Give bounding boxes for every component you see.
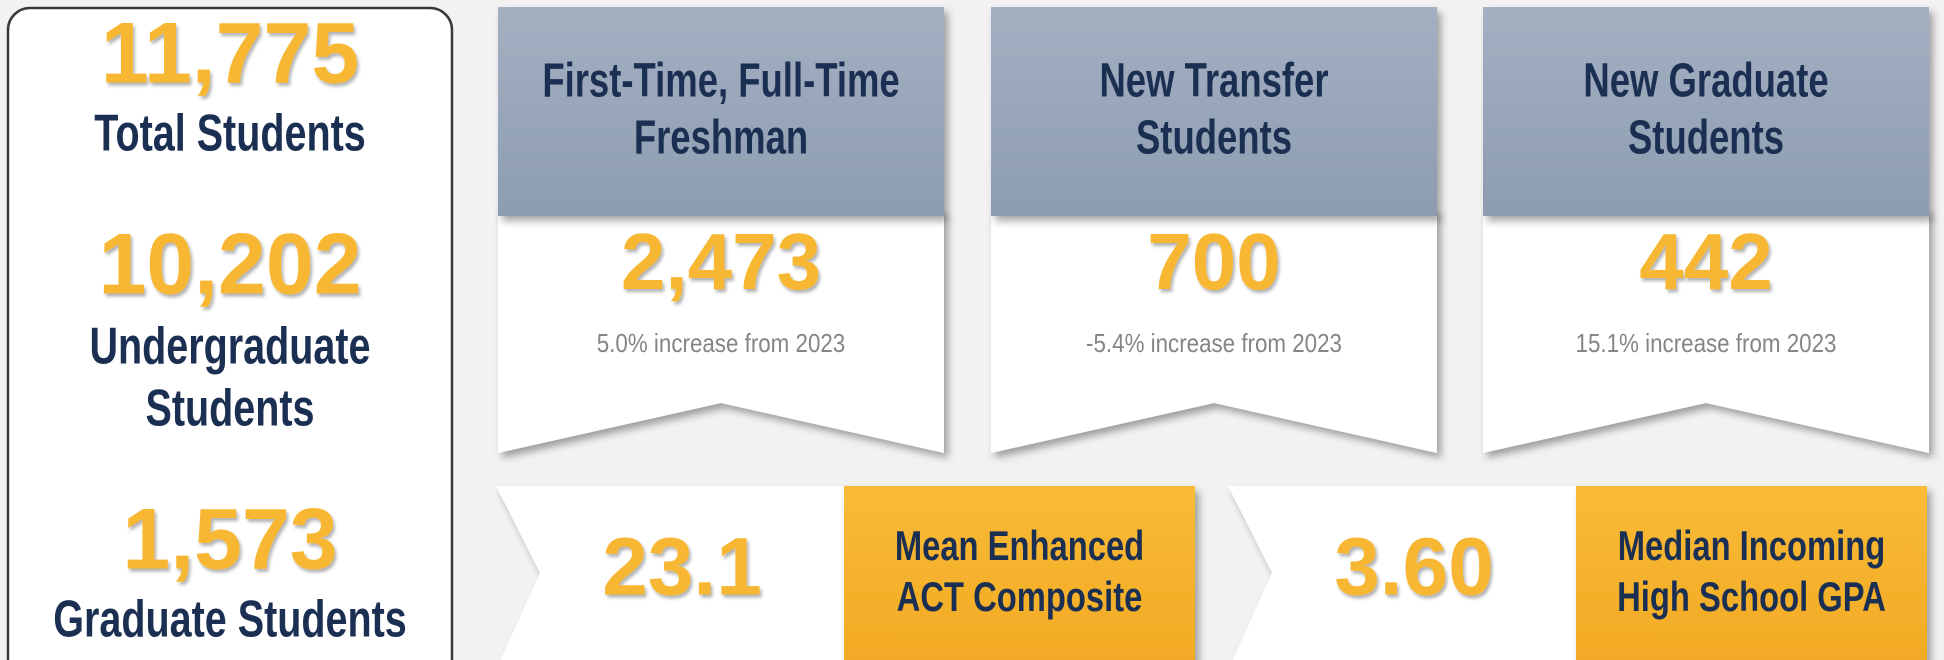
card-header bbox=[991, 7, 1437, 216]
card-body bbox=[991, 210, 1437, 453]
metric-value: 3.60 bbox=[1334, 522, 1494, 613]
summary-value: 11,775 bbox=[101, 6, 359, 102]
card-title: Students bbox=[1628, 111, 1784, 165]
card-header bbox=[1483, 7, 1929, 216]
summary-label: Total Students bbox=[94, 103, 365, 162]
card-title: New Graduate bbox=[1583, 54, 1828, 108]
card-value: 2,473 bbox=[621, 217, 821, 306]
card-value: 442 bbox=[1639, 217, 1772, 306]
metric-arrow bbox=[496, 486, 844, 660]
card-value: 700 bbox=[1147, 217, 1280, 306]
card-note: 5.0% increase from 2023 bbox=[597, 329, 845, 358]
card-title: Students bbox=[1136, 111, 1292, 165]
card-title: New Transfer bbox=[1099, 54, 1328, 108]
metric-arrow bbox=[1228, 486, 1576, 660]
summary-label: Undergraduate bbox=[89, 316, 370, 375]
metric-label-box bbox=[844, 486, 1195, 660]
metric-label: Mean Enhanced bbox=[895, 522, 1144, 569]
metric-label: ACT Composite bbox=[897, 573, 1143, 620]
summary-label: Students bbox=[145, 378, 314, 437]
metric-value: 23.1 bbox=[602, 522, 762, 613]
summary-label: Graduate Students bbox=[53, 589, 406, 648]
card-title: Freshman bbox=[634, 111, 808, 165]
card-note: -5.4% increase from 2023 bbox=[1086, 329, 1342, 358]
card-header bbox=[498, 7, 944, 216]
summary-value: 10,202 bbox=[98, 217, 361, 313]
metric-label: High School GPA bbox=[1617, 573, 1886, 620]
card-title: First-Time, Full-Time bbox=[542, 54, 899, 108]
card-body bbox=[498, 210, 944, 453]
summary-value: 1,573 bbox=[122, 492, 337, 588]
summary-box bbox=[6, 6, 454, 660]
card-body bbox=[1483, 210, 1929, 453]
metric-label-box bbox=[1576, 486, 1927, 660]
metric-label: Median Incoming bbox=[1618, 522, 1886, 569]
card-note: 15.1% increase from 2023 bbox=[1576, 329, 1837, 358]
